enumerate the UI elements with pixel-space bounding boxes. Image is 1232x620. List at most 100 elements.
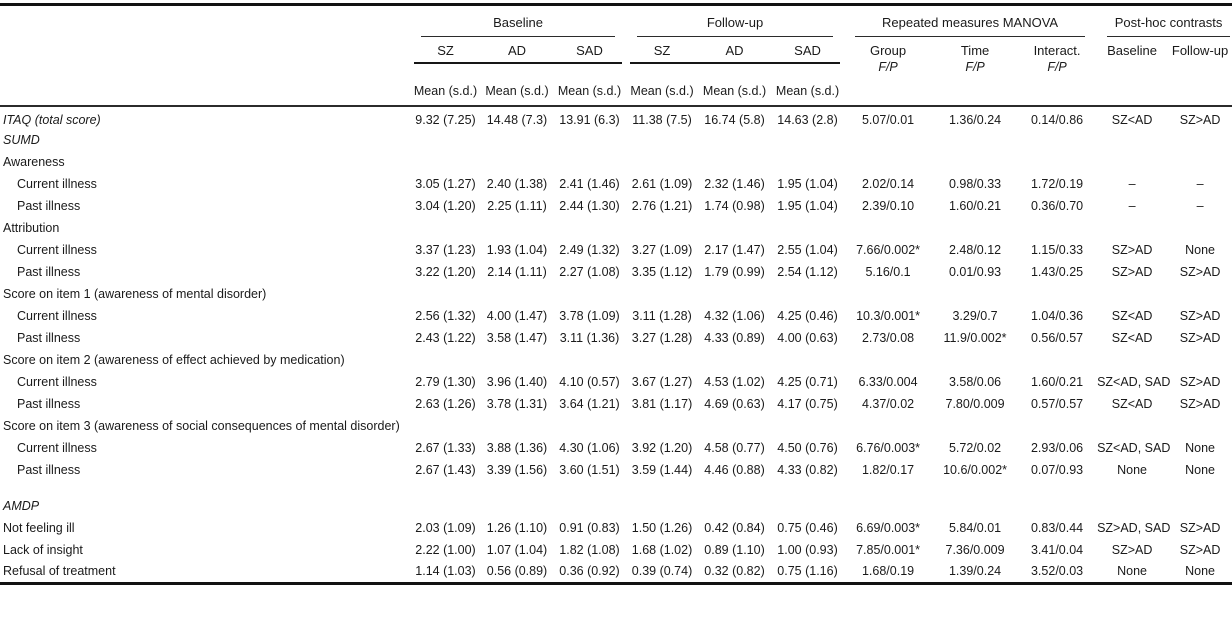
cell: 1.26 (1.10)	[486, 521, 548, 535]
cell: 16.74 (5.8)	[704, 113, 765, 127]
cell	[1096, 415, 1168, 437]
table-header: Baseline Follow-up Repeated measures MAN…	[0, 5, 1232, 107]
cell	[1018, 415, 1096, 437]
empty-cell	[1096, 60, 1168, 82]
col-header-followup-sad: SAD	[794, 43, 821, 58]
cell: –	[1196, 177, 1204, 191]
cell	[932, 283, 1018, 305]
cell: 2.25 (1.11)	[487, 199, 547, 213]
table-row: Past illness 2.67 (1.43) 3.39 (1.56) 3.60 (…	[0, 459, 1232, 481]
row-label: AMDP	[3, 499, 40, 513]
cell: 0.56/0.57	[1030, 331, 1084, 345]
cell: 2.39/0.10	[861, 199, 915, 213]
cell: 0.07/0.93	[1030, 463, 1084, 477]
cell: –	[1196, 199, 1204, 213]
table-body: ITAQ (total score) 9.32 (7.25) 14.48 (7.3)…	[0, 106, 1232, 583]
cell: 4.10 (0.57)	[559, 375, 620, 389]
table-row: Current illness 2.67 (1.33) 3.88 (1.36) 4.3…	[0, 437, 1232, 459]
cell: 0.98/0.33	[948, 177, 1002, 191]
cell	[698, 129, 771, 151]
cell: 2.76 (1.21)	[631, 199, 693, 213]
cell: 3.11 (1.28)	[632, 309, 692, 323]
cell: 2.43 (1.22)	[415, 331, 476, 345]
cell: 2.40 (1.38)	[486, 177, 548, 191]
cell: 0.89 (1.10)	[704, 543, 765, 557]
cell: 1.79 (0.99)	[704, 265, 765, 279]
cell: 1.00 (0.93)	[777, 543, 838, 557]
col-header-time: Time	[960, 43, 990, 58]
cell	[698, 415, 771, 437]
cell	[844, 151, 932, 173]
cell: 1.68 (1.02)	[631, 543, 693, 557]
cell: 5.84/0.01	[948, 521, 1002, 535]
col-header-baseline-ad: AD	[507, 43, 527, 58]
group-header-manova: Repeated measures MANOVA	[844, 5, 1096, 37]
row-label: Awareness	[3, 155, 65, 169]
cell	[932, 129, 1018, 151]
cell	[481, 217, 553, 239]
cell	[410, 129, 481, 151]
cell: 4.00 (0.63)	[777, 331, 838, 345]
cell	[932, 349, 1018, 371]
cell: 5.72/0.02	[948, 441, 1002, 455]
cell: 4.32 (1.06)	[704, 309, 765, 323]
cell	[771, 151, 844, 173]
cell: 1.60/0.21	[948, 199, 1002, 213]
cell: 3.41/0.04	[1030, 543, 1084, 557]
cell	[932, 151, 1018, 173]
cell: 4.25 (0.46)	[777, 309, 838, 323]
col-header-baseline-sad: SAD	[576, 43, 603, 58]
cell	[771, 217, 844, 239]
col-header-interact: Interact.	[1033, 43, 1081, 58]
cell	[771, 495, 844, 517]
cell	[1018, 349, 1096, 371]
empty-cell	[1096, 82, 1169, 107]
cell	[1018, 129, 1096, 151]
table-row: Lack of insight 2.22 (1.00) 1.07 (1.04) 1.8…	[0, 539, 1232, 561]
empty-cell	[1168, 60, 1232, 82]
cell	[1096, 217, 1168, 239]
cell: 1.68/0.19	[861, 564, 915, 579]
cell	[1096, 495, 1168, 517]
cell	[698, 151, 771, 173]
empty-cell	[1018, 82, 1097, 107]
table-row: Refusal of treatment 1.14 (1.03) 0.56 (0.8…	[0, 561, 1232, 583]
cell	[481, 283, 553, 305]
cell	[626, 151, 698, 173]
cell	[553, 349, 626, 371]
cell	[1018, 283, 1096, 305]
cell	[481, 151, 553, 173]
cell: 3.67 (1.27)	[631, 375, 693, 389]
fp-label-time: F/P	[965, 60, 985, 74]
table-row: ITAQ (total score) 9.32 (7.25) 14.48 (7.3)…	[0, 106, 1232, 129]
row-label: Current illness	[17, 309, 97, 323]
cell: 3.59 (1.44)	[631, 463, 693, 477]
cell: 4.46 (0.88)	[704, 463, 765, 477]
cell: None	[1185, 441, 1215, 455]
row-label: Score on item 2 (awareness of effect ach…	[3, 353, 345, 367]
cell: 0.42 (0.84)	[704, 521, 765, 535]
cell: 2.61 (1.09)	[631, 177, 693, 191]
group-header-baseline-label: Baseline	[421, 15, 616, 37]
cell: 1.95 (1.04)	[777, 177, 838, 191]
cell: 3.96 (1.40)	[486, 375, 548, 389]
cell	[844, 415, 932, 437]
cell	[1168, 495, 1232, 517]
cell: 6.76/0.003*	[856, 441, 921, 455]
cell	[698, 495, 771, 517]
group-header-posthoc-label: Post-hoc contrasts	[1107, 15, 1231, 37]
cell: 2.67 (1.33)	[415, 441, 476, 455]
cell: 2.22 (1.00)	[415, 543, 476, 557]
cell: 3.81 (1.17)	[631, 397, 693, 411]
cell: SZ>AD	[1179, 113, 1221, 127]
cell: 2.56 (1.32)	[415, 309, 476, 323]
cell: 1.82/0.17	[861, 463, 915, 477]
cell: None	[1185, 243, 1215, 257]
cell: 7.85/0.001*	[856, 543, 921, 557]
cell	[1096, 283, 1168, 305]
cell: 3.88 (1.36)	[486, 441, 548, 455]
cell	[553, 495, 626, 517]
empty-cell	[932, 82, 1019, 107]
cell: SZ>AD	[1179, 309, 1221, 323]
cell: 2.55 (1.04)	[777, 243, 838, 257]
